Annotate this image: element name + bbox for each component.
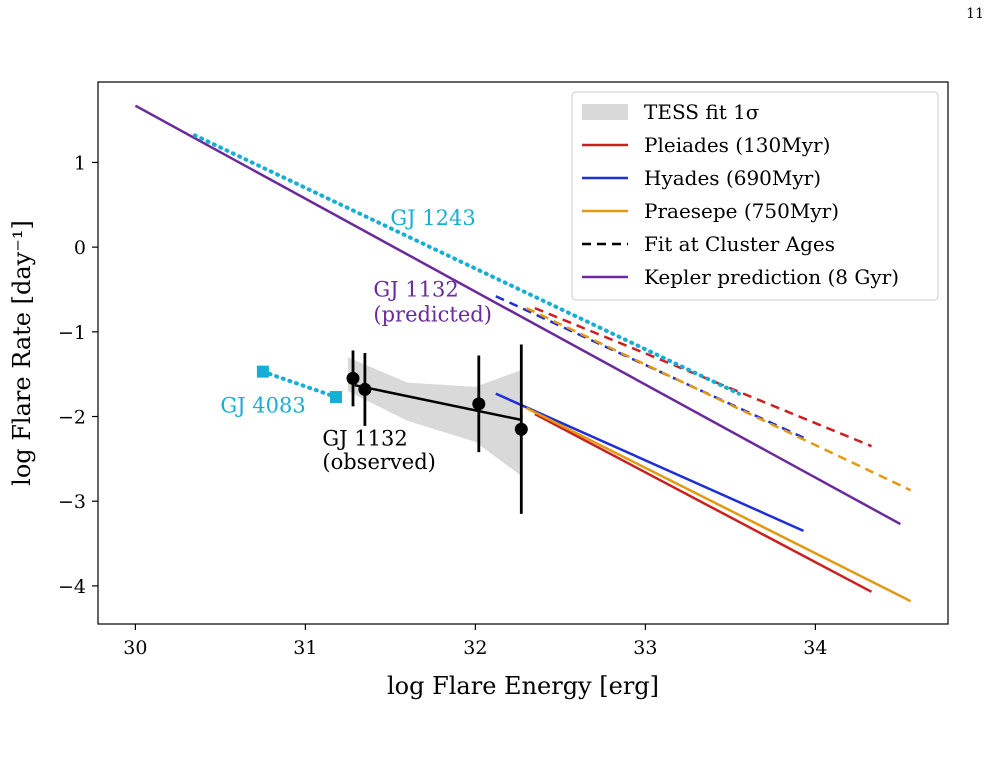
x-tick-label: 33: [633, 637, 657, 659]
gj-1132-point: [358, 382, 372, 396]
y-tick-label: −1: [58, 322, 86, 344]
points-layer: [346, 344, 528, 514]
gj-1132-point: [514, 422, 528, 436]
series-kepler-prediction-8-gyr: [134, 104, 901, 526]
legend-label-praesepe-750myr: Praesepe (750Myr): [644, 199, 839, 223]
y-tick-label: −2: [58, 407, 86, 429]
legend-label-kepler-prediction-8-gyr: Kepler prediction (8 Gyr): [644, 265, 899, 289]
legend-swatch-patch: [582, 104, 628, 120]
gj-4083-marker: [330, 391, 342, 404]
x-tick-label: 31: [293, 637, 317, 659]
legend: TESS fit 1σ Pleiades (130Myr) Hyades (690M…: [571, 91, 939, 301]
axes-layer: 30 31 32 33 34 1 0 −1 −2 −3 −4: [58, 81, 949, 659]
legend-label-hyades-690myr: Hyades (690Myr): [644, 166, 821, 190]
annotation-gj-1132: GJ 1132: [322, 426, 407, 450]
series-hyades-690myr: [495, 392, 805, 532]
series-praesepe-fit-at-cluster-age: [525, 306, 912, 492]
series-praesepe-750myr: [525, 406, 912, 603]
annotation-observed: (observed): [322, 450, 435, 474]
gj-1132-point: [472, 397, 486, 411]
plot-frame: [97, 81, 949, 625]
annotation-predicted: (predicted): [373, 303, 492, 327]
x-tick-label: 30: [123, 637, 147, 659]
series-pleiades-130myr: [534, 412, 873, 593]
series-gj-1243: [192, 133, 741, 396]
gj-1132-point: [346, 371, 360, 385]
legend-label-tess-fit-1: TESS fit 1σ: [644, 100, 760, 124]
legend-label-pleiades-130myr: Pleiades (130Myr): [644, 133, 830, 157]
annotation-gj-4083: GJ 4083: [220, 393, 305, 417]
y-tick-label: 1: [74, 152, 86, 174]
x-tick-label: 34: [803, 637, 827, 659]
series-gj-4083: [260, 369, 338, 400]
x-tick-label: 32: [463, 637, 487, 659]
page-number: 11: [966, 6, 984, 22]
y-tick-label: 0: [74, 237, 86, 259]
series-layer: [134, 104, 912, 603]
y-tick-label: −3: [58, 491, 86, 513]
y-tick-label: −4: [58, 576, 86, 598]
legend-label-fit-at-cluster-ages: Fit at Cluster Ages: [644, 232, 835, 256]
annotation-gj-1243: GJ 1243: [390, 206, 475, 230]
gj-4083-marker: [256, 365, 269, 378]
x-axis-label: log Flare Energy [erg]: [387, 672, 659, 700]
legend-box: [571, 91, 939, 301]
annotation-gj-1132: GJ 1132: [373, 277, 458, 301]
y-axis-label: log Flare Rate [day⁻¹]: [8, 220, 36, 486]
series-gj-1132-observed-fit: [354, 383, 522, 422]
